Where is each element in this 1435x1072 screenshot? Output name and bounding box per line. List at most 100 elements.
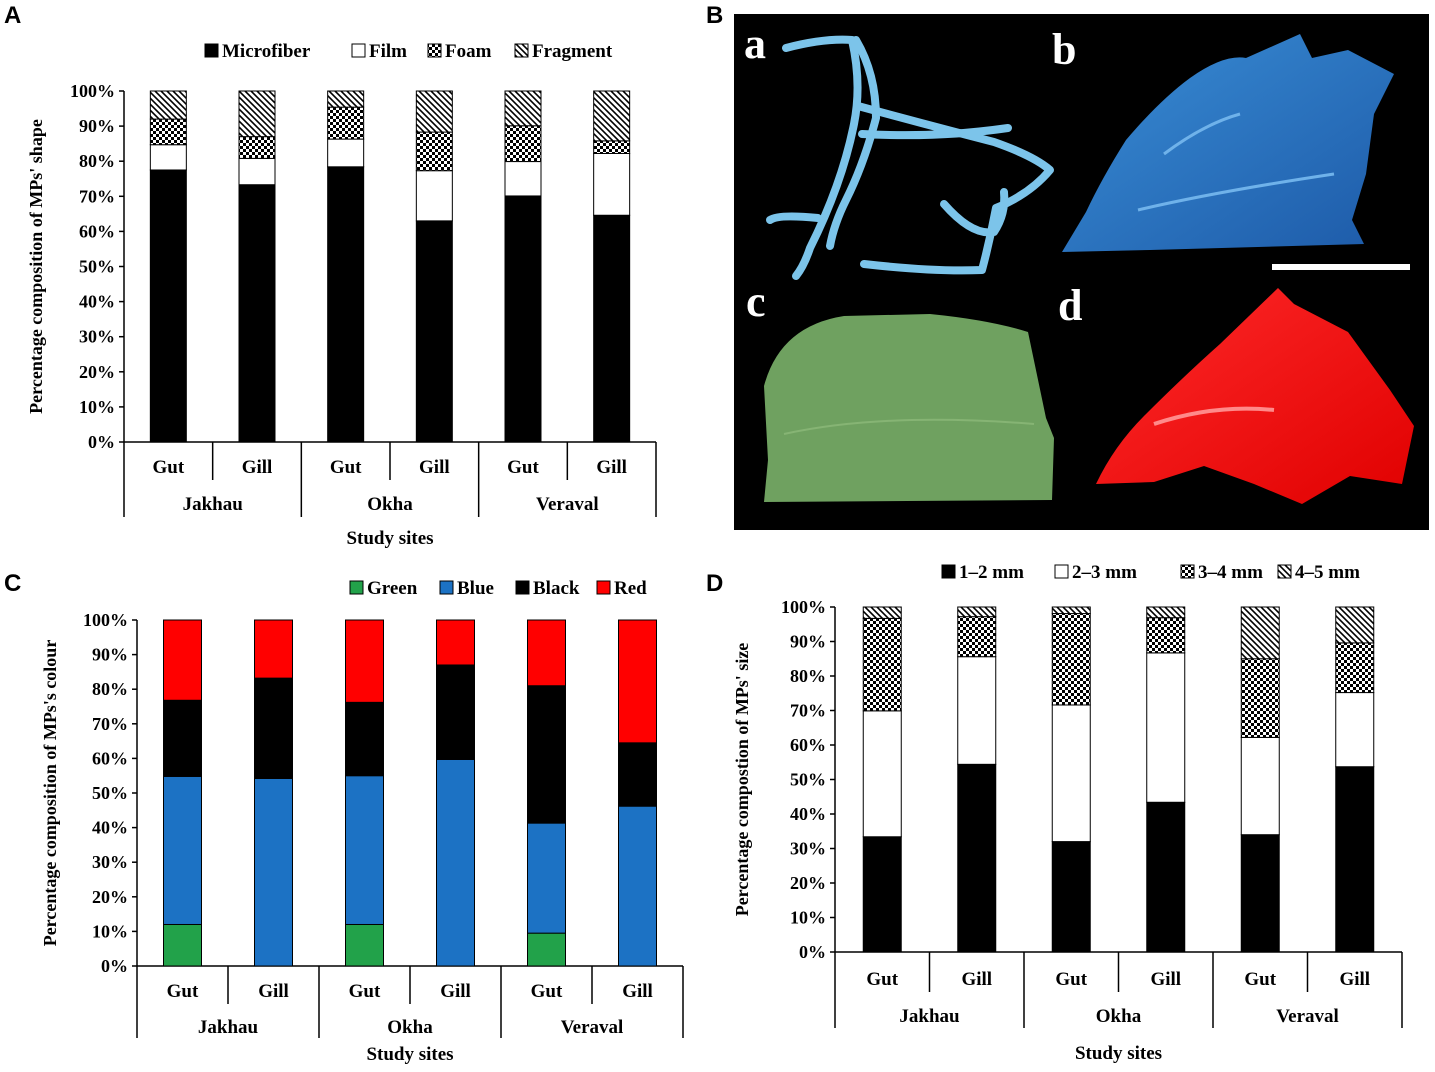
y-axis-title: Percentage composition of MPs's colour <box>40 640 60 947</box>
group-label: Okha <box>367 494 413 515</box>
legend-label: Fragment <box>532 41 613 62</box>
bar-segment <box>593 140 631 154</box>
bar-segment <box>436 664 475 760</box>
legend-label: Film <box>369 41 407 62</box>
bar-segment <box>527 822 566 934</box>
x-tick-label: Gill <box>1150 969 1181 990</box>
bar-segment <box>1146 617 1186 654</box>
x-tick-label: Gill <box>242 457 273 478</box>
bar-segment <box>504 90 542 127</box>
legend-swatch <box>427 43 442 58</box>
x-tick-label: Gill <box>258 981 289 1002</box>
y-tick-label: 90% <box>92 645 128 665</box>
bar-segment <box>618 742 657 807</box>
legend-swatch <box>204 43 219 58</box>
bar-segment <box>415 220 453 443</box>
bar-segment <box>1335 766 1375 953</box>
legend-swatch <box>515 580 530 595</box>
x-tick-label: Gut <box>167 981 199 1002</box>
bar-segment <box>238 157 276 186</box>
y-axis: 0% 10% 20% 30% 40% 50% 60% 70% 80% 90% 100% <box>70 81 125 452</box>
legend-label: 1–2 mm <box>959 562 1024 583</box>
bar-segment <box>327 166 365 443</box>
bar-segment <box>415 131 453 172</box>
legend-label: Black <box>533 578 580 599</box>
y-tick-label: 60% <box>790 735 826 755</box>
bar-segment <box>1051 613 1091 706</box>
x-tick-label: Gut <box>866 969 898 990</box>
legend-label: Foam <box>445 41 492 62</box>
bar-segment <box>593 152 631 216</box>
y-axis-title: Percentage composition of MPs' shape <box>26 119 46 414</box>
legend-swatch <box>349 580 364 595</box>
y-tick-label: 30% <box>92 852 128 872</box>
y-tick-label: 60% <box>92 748 128 768</box>
bar-segment <box>527 619 566 687</box>
y-axis: 0% 10% 20% 30% 40% 50% 60% 70% 80% 90% 100% <box>83 610 138 976</box>
y-tick-label: 70% <box>79 186 115 206</box>
film-photo-green <box>764 314 1054 502</box>
bar-segment <box>618 619 657 744</box>
legend-swatch <box>1277 564 1292 579</box>
bars <box>862 606 1375 953</box>
panel-label-c: C <box>4 570 22 597</box>
x-tick-label: Gut <box>152 457 184 478</box>
x-tick-label: Gut <box>531 981 563 1002</box>
microfiber-photo <box>766 35 1054 280</box>
bar-segment <box>254 619 293 679</box>
bars <box>163 619 657 967</box>
bar-segment <box>345 923 384 967</box>
legend-label: Blue <box>457 578 494 599</box>
bar-segment <box>149 144 187 171</box>
legend-label: 3–4 mm <box>1198 562 1263 583</box>
bars <box>149 90 631 443</box>
bar-segment <box>1335 642 1375 694</box>
photo-label-b: b <box>1052 25 1076 74</box>
y-tick-label: 80% <box>79 151 115 171</box>
photo-montage: a b c d <box>744 19 1414 504</box>
bar-segment <box>415 90 453 133</box>
y-tick-label: 90% <box>79 116 115 136</box>
y-tick-label: 90% <box>790 632 826 652</box>
bar-segment <box>1240 606 1280 660</box>
scale-bar <box>1272 264 1410 270</box>
bar-segment <box>436 619 475 666</box>
bar-segment <box>149 169 187 443</box>
bar-segment <box>149 118 187 146</box>
legend-label: 2–3 mm <box>1072 562 1137 583</box>
chart-a: Microfiber Film Foam Fragment 0% 10% 20% 30% 40%… <box>26 41 657 549</box>
y-tick-label: 70% <box>790 701 826 721</box>
y-tick-label: 40% <box>790 804 826 824</box>
y-tick-label: 10% <box>790 908 826 928</box>
bar-segment <box>1051 704 1091 843</box>
y-tick-label: 20% <box>790 873 826 893</box>
x-tick-label: Gut <box>507 457 539 478</box>
bar-segment <box>238 136 276 159</box>
bar-segment <box>504 195 542 443</box>
y-tick-label: 10% <box>92 921 128 941</box>
y-tick-label: 60% <box>79 221 115 241</box>
y-tick-label: 20% <box>79 362 115 382</box>
bar-segment <box>1146 606 1186 619</box>
bar-segment <box>345 619 384 703</box>
legend-label: Green <box>367 578 418 599</box>
y-tick-label: 10% <box>79 397 115 417</box>
bar-segment <box>957 606 997 618</box>
bar-segment <box>1146 801 1186 953</box>
x-tick-label: Gill <box>961 969 992 990</box>
y-tick-label: 30% <box>79 327 115 347</box>
y-tick-label: 40% <box>92 818 128 838</box>
y-tick-label: 40% <box>79 292 115 312</box>
group-label: Jakhau <box>183 494 244 515</box>
bar-segment <box>1051 841 1091 953</box>
photo-label-a: a <box>744 19 766 68</box>
y-tick-label: 0% <box>88 432 115 452</box>
bar-segment <box>345 775 384 925</box>
bar-segment <box>862 836 902 953</box>
photo-panel: a b c d <box>734 14 1429 530</box>
bar-segment <box>593 214 631 443</box>
group-label: Veraval <box>561 1017 624 1038</box>
group-label: Jakhau <box>198 1017 259 1038</box>
bar-segment <box>862 617 902 712</box>
